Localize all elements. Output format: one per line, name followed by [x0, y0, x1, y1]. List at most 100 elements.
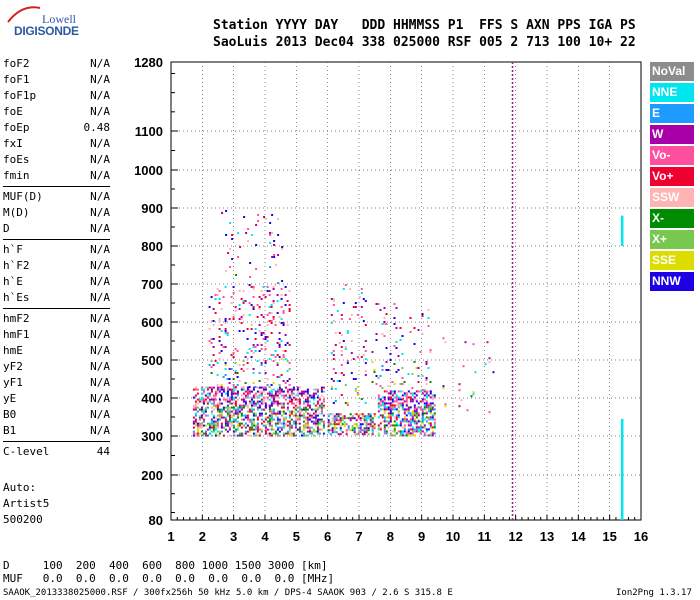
- echo-point: [238, 434, 241, 437]
- echo-point: [385, 420, 388, 423]
- echo-point: [377, 428, 380, 431]
- echo-point: [427, 394, 430, 397]
- echo-point: [395, 400, 398, 403]
- echo-point: [230, 416, 233, 419]
- echo-point: [194, 406, 197, 409]
- echo-point: [344, 402, 347, 404]
- echo-point: [260, 400, 263, 403]
- echo-point: [249, 262, 252, 264]
- echo-point: [240, 388, 243, 391]
- echo-point: [277, 218, 280, 220]
- echo-point: [220, 412, 223, 415]
- echo-point: [273, 256, 276, 258]
- echo-point: [258, 432, 261, 435]
- echo-point: [256, 408, 259, 411]
- echo-point: [288, 344, 291, 346]
- echo-point: [244, 416, 247, 419]
- echo-point: [288, 420, 291, 423]
- footer-info: SAAOK_2013338025000.RSF / 300fx256h 50 k…: [3, 588, 453, 598]
- echo-point: [429, 412, 432, 415]
- echo-point: [316, 432, 319, 435]
- legend-item-nnw: NNW: [650, 272, 694, 291]
- echo-point: [272, 286, 275, 288]
- echo-point: [389, 408, 392, 411]
- echo-point: [385, 347, 388, 349]
- echo-point: [278, 422, 281, 425]
- echo-point: [262, 388, 265, 391]
- echo-point: [222, 386, 225, 389]
- echo-point: [202, 392, 205, 395]
- echo-point: [387, 396, 390, 399]
- echo-point: [271, 232, 274, 234]
- echo-point: [399, 339, 402, 341]
- echo-point: [333, 431, 336, 434]
- echo-point: [332, 380, 335, 382]
- echo-point: [284, 358, 287, 360]
- echo-point: [214, 420, 217, 423]
- echo-point: [282, 432, 285, 435]
- x-tick-label: 7: [355, 529, 362, 544]
- echo-point: [345, 431, 348, 434]
- echo-point: [403, 418, 406, 421]
- echo-point: [306, 426, 309, 429]
- echo-point: [359, 417, 362, 420]
- echo-point: [387, 412, 390, 415]
- echo-point: [334, 372, 337, 374]
- echo-point: [280, 306, 283, 308]
- echo-point: [244, 400, 247, 403]
- echo-point: [284, 412, 287, 415]
- echo-point: [276, 422, 279, 425]
- echo-point: [389, 359, 392, 361]
- echo-point: [322, 420, 325, 423]
- echo-point: [429, 432, 432, 435]
- echo-point: [427, 422, 430, 425]
- echo-point: [270, 320, 273, 322]
- echo-point: [246, 430, 249, 433]
- echo-point: [250, 324, 253, 326]
- echo-point: [220, 430, 223, 433]
- echo-point: [288, 362, 291, 364]
- echo-point: [399, 383, 402, 385]
- echo-point: [272, 398, 275, 401]
- echo-point: [329, 423, 332, 426]
- echo-point: [339, 429, 342, 432]
- echo-point: [234, 404, 237, 407]
- echo-point: [216, 374, 219, 376]
- echo-point: [234, 428, 237, 431]
- echo-point: [385, 406, 388, 409]
- echo-point: [210, 338, 213, 340]
- echo-point: [244, 402, 247, 405]
- echo-point: [276, 376, 279, 378]
- echo-point: [335, 419, 338, 422]
- echo-point: [254, 424, 257, 427]
- echo-point: [360, 292, 363, 294]
- echo-point: [389, 390, 392, 393]
- echo-point: [425, 379, 428, 381]
- echo-point: [242, 400, 245, 403]
- autoscale-info: Auto: Artist5 500200: [3, 480, 49, 528]
- echo-point: [383, 430, 386, 433]
- echo-point: [377, 303, 380, 305]
- echo-point: [278, 420, 281, 423]
- echo-point: [314, 412, 317, 415]
- echo-point: [411, 394, 414, 397]
- echo-point: [252, 306, 255, 308]
- echo-point: [218, 352, 221, 354]
- echo-point: [335, 415, 338, 418]
- param-name: hmE: [3, 344, 23, 357]
- echo-point: [407, 428, 410, 431]
- echo-point: [345, 423, 348, 426]
- echo-point: [231, 234, 234, 236]
- echo-point: [290, 394, 293, 397]
- echo-point: [230, 402, 233, 405]
- echo-point: [222, 388, 225, 391]
- echo-point: [272, 360, 275, 362]
- echo-point: [433, 432, 436, 435]
- echo-point: [314, 420, 317, 423]
- echo-point: [318, 422, 321, 425]
- echo-point: [367, 417, 370, 420]
- echo-point: [365, 419, 368, 422]
- echo-point: [214, 390, 217, 393]
- echo-point: [296, 406, 299, 409]
- echo-point: [411, 420, 414, 423]
